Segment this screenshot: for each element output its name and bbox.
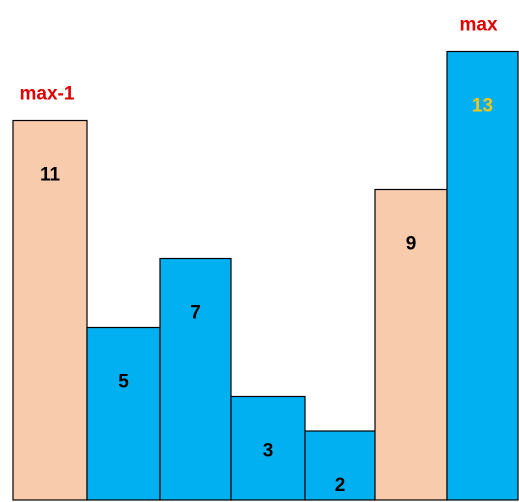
annotation-max-1: max-1: [20, 84, 75, 105]
annotation-max: max: [459, 15, 497, 36]
bar-value-label-2: 7: [190, 303, 201, 324]
bar-value-label-1: 5: [118, 372, 129, 393]
bar-2: [159, 257, 232, 501]
bar-1: [86, 326, 161, 501]
bar-value-label-6: 13: [472, 96, 493, 117]
bar-4: [304, 430, 376, 501]
bar-3: [230, 395, 306, 501]
bar-value-label-5: 9: [406, 234, 417, 255]
annotations-layer: max-1 max: [20, 15, 498, 105]
bar-value-label-3: 3: [263, 441, 274, 462]
bar-value-label-4: 2: [335, 475, 346, 496]
bar-6: [446, 50, 519, 501]
bar-0: [12, 119, 88, 501]
bar-labels-layer: 11 5 7 3 2 9 13: [40, 96, 493, 497]
bar-value-label-0: 11: [40, 165, 61, 186]
bar-5: [374, 188, 448, 501]
bars-layer: [12, 50, 519, 501]
